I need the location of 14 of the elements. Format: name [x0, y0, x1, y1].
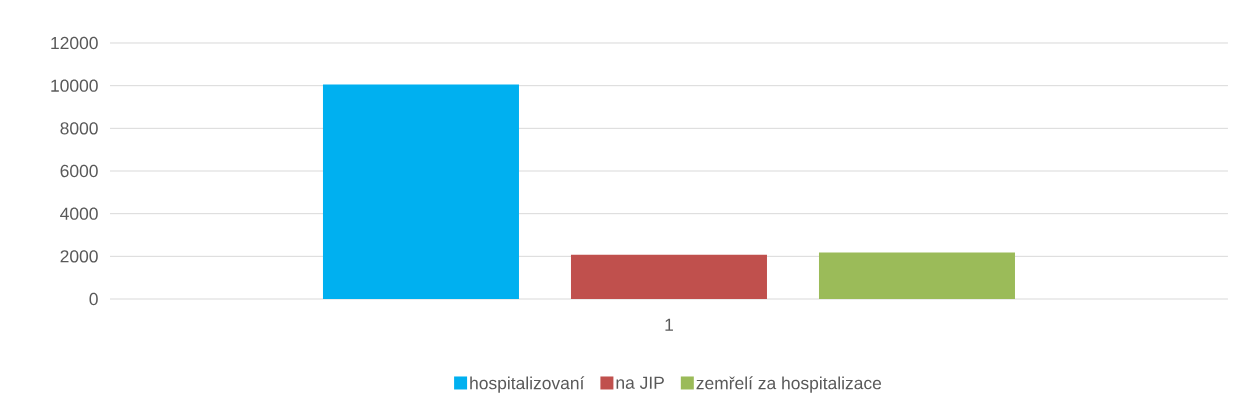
y-tick-label: 2000: [60, 250, 98, 263]
bar: [322, 84, 519, 299]
y-tick-label: 0: [89, 292, 98, 306]
legend-label: hospitalizovaní: [470, 376, 585, 393]
bar: [570, 254, 767, 299]
y-tick-label: 10000: [51, 79, 98, 92]
y-tick-label: 8000: [60, 122, 98, 135]
y-tick-label: 12000: [51, 36, 98, 50]
y-tick-label: 4000: [60, 207, 98, 220]
legend-label: na JIP: [616, 376, 664, 389]
x-tick-label: 1: [665, 318, 673, 331]
y-tick-label: 6000: [60, 164, 98, 178]
legend-label: zemřelí za hospitalizace: [696, 376, 882, 393]
bar: [818, 252, 1015, 299]
